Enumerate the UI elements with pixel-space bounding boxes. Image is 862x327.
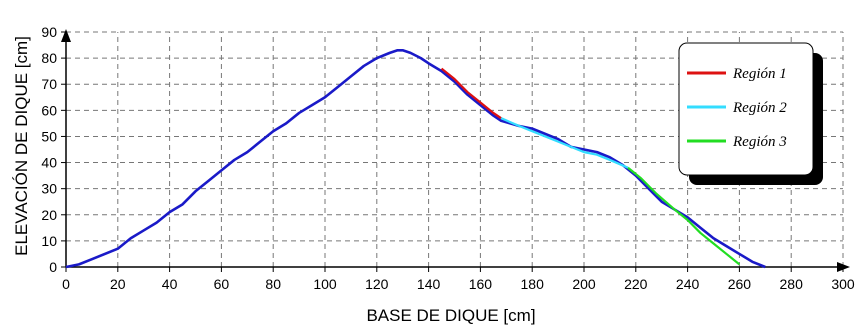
series (65, 48, 766, 269)
x-axis-title: BASE DE DIQUE [cm] (366, 306, 535, 325)
y-tick-label-30: 30 (41, 181, 57, 197)
x-tick-label-100: 100 (313, 276, 337, 292)
y-tick-label-60: 60 (41, 102, 57, 118)
x-tick-label-240: 240 (676, 276, 700, 292)
x-tick-label-80: 80 (265, 276, 281, 292)
y-tick-label-10: 10 (41, 233, 57, 249)
y-axis-arrow (61, 29, 71, 42)
series-line-region-3 (627, 166, 741, 266)
legend: Región 1 Región 2 Región 3 (678, 42, 823, 185)
x-tick-label-260: 260 (728, 276, 752, 292)
tick-labels: 0 20 40 60 80 100 120 140 160 180 200 220 240 260 280 3… (41, 24, 854, 292)
y-tick-label-0: 0 (49, 259, 57, 275)
x-tick-label-160: 160 (469, 276, 493, 292)
series-line-region-2 (500, 117, 629, 169)
x-tick-label-20: 20 (110, 276, 126, 292)
y-tick-label-70: 70 (41, 76, 57, 92)
y-tick-label-40: 40 (41, 155, 57, 171)
x-tick-label-140: 140 (417, 276, 441, 292)
x-tick-label-180: 180 (521, 276, 545, 292)
x-tick-label-220: 220 (624, 276, 648, 292)
legend-label-region-1: Región 1 (732, 66, 787, 82)
y-tick-label-20: 20 (41, 207, 57, 223)
x-tick-label-0: 0 (62, 276, 70, 292)
x-tick-label-200: 200 (572, 276, 596, 292)
profile-line (65, 48, 766, 269)
y-tick-label-50: 50 (41, 128, 57, 144)
x-tick-label-300: 300 (831, 276, 855, 292)
x-tick-label-60: 60 (214, 276, 230, 292)
y-tick-label-80: 80 (41, 50, 57, 66)
x-tick-label-40: 40 (162, 276, 178, 292)
legend-label-region-2: Región 2 (732, 100, 787, 116)
axes (61, 29, 850, 272)
x-tick-label-120: 120 (365, 276, 389, 292)
x-tick-label-280: 280 (780, 276, 804, 292)
legend-label-region-3: Región 3 (732, 134, 787, 150)
y-tick-label-90: 90 (41, 24, 57, 40)
y-axis-title: ELEVACIÓN DE DIQUE [cm] (12, 36, 31, 256)
series-line-region-1 (440, 67, 502, 120)
